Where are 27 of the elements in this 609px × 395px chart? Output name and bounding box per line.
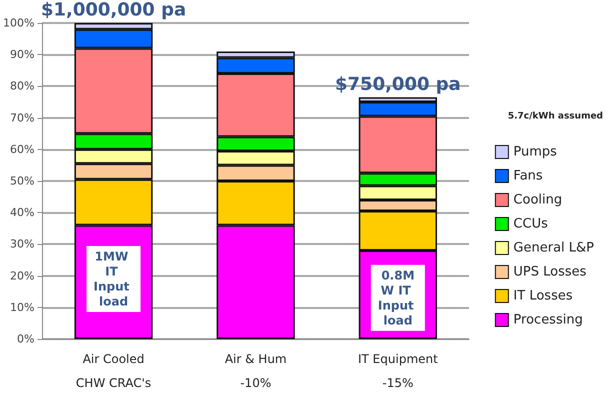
- legend-label: General L&P: [513, 240, 594, 256]
- legend-label: Fans: [513, 168, 543, 184]
- text: 5.7c/kWh assumed: [508, 112, 604, 122]
- y-tick-label: 20%: [10, 269, 34, 282]
- y-tick-label: 60%: [10, 142, 34, 156]
- y-tick-label: 80%: [10, 80, 34, 93]
- x-tick-label: Air Cooled CHW CRAC's: [76, 352, 152, 390]
- y-tick-label: 50%: [10, 174, 34, 188]
- y-tick-label: 0%: [16, 332, 34, 346]
- legend-label: CCUs: [513, 216, 548, 232]
- x-tick-label: IT Equipment -15%: [358, 352, 438, 390]
- annotation: $750,000 pa: [335, 74, 461, 95]
- legend-label: Cooling: [513, 192, 562, 208]
- y-tick-label: 40%: [10, 206, 34, 220]
- y-tick-label: 70%: [10, 111, 34, 124]
- y-tick-label: 90%: [10, 48, 34, 62]
- y-tick-label: 30%: [10, 238, 34, 251]
- annotation: 0.8MW IT Input load: [378, 268, 418, 328]
- legend-label: UPS Losses: [513, 264, 587, 280]
- annotation: 1MW IT Input load: [94, 249, 134, 308]
- x-tick-label: Air & Hum -10%: [224, 352, 287, 390]
- y-tick-label: 100%: [2, 16, 34, 30]
- legend-label: Processing: [513, 312, 583, 328]
- legend-label: IT Losses: [513, 288, 573, 304]
- annotation: $1,000,000 pa: [40, 0, 186, 20]
- y-tick-label: 10%: [10, 300, 34, 314]
- legend-label: Pumps: [513, 144, 558, 160]
